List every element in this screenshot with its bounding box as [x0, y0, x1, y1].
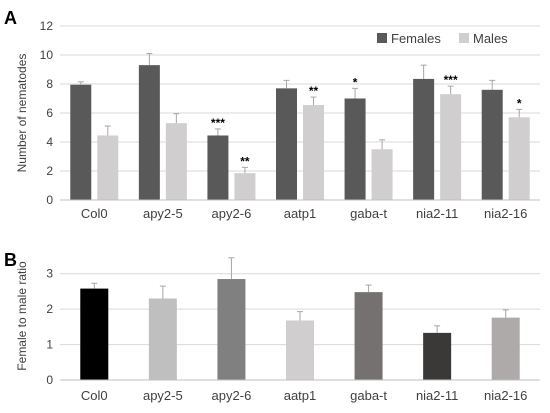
b-x-tick-label: nia2-11 — [416, 388, 458, 403]
a-bar-females — [276, 88, 297, 200]
a-bar-females — [344, 98, 366, 200]
b-bar — [286, 320, 314, 380]
a-y-tick-label: 0 — [46, 193, 53, 207]
b-x-tick-label: aatp1 — [284, 388, 317, 403]
b-y-tick-label: 1 — [46, 338, 53, 352]
a-y-axis-label: Number of nematodes — [15, 54, 29, 173]
a-bar-males — [97, 135, 119, 200]
a-y-tick-label: 8 — [46, 77, 53, 91]
a-x-tick-label: apy2-6 — [212, 206, 252, 221]
b-bar — [354, 292, 383, 380]
a-bar-females — [207, 135, 229, 200]
b-bar — [148, 298, 177, 380]
a-bar-males — [508, 117, 530, 200]
b-x-tick-label: Col0 — [81, 388, 108, 403]
a-bar-females — [138, 65, 160, 201]
b-x-tick-label: gaba-t — [350, 388, 387, 403]
b-bar — [217, 279, 246, 380]
a-x-tick-label: apy2-5 — [143, 206, 183, 221]
b-y-tick-label: 2 — [46, 302, 53, 316]
a-bar-females — [481, 89, 503, 200]
panel-label-b: B — [4, 250, 17, 270]
a-bar-males — [440, 94, 462, 200]
panel-label-a: A — [4, 8, 17, 28]
a-significance-marker: ** — [240, 154, 250, 168]
a-significance-marker: * — [517, 96, 522, 110]
a-bar-males — [303, 105, 324, 200]
a-y-tick-label: 6 — [46, 106, 53, 120]
a-bar-males — [234, 173, 256, 200]
a-legend-swatch-females — [377, 33, 387, 43]
a-legend: Females Males — [377, 31, 508, 46]
a-y-tick-label: 4 — [46, 135, 53, 149]
b-bar — [491, 317, 520, 380]
chart-b-female-male-ratio: 0 1 2 3 Female to male ratio Col0 apy2-5 apy2-6… — [15, 257, 540, 403]
b-x-tick-label: apy2-6 — [212, 388, 252, 403]
b-y-axis-label: Female to male ratio — [15, 261, 29, 371]
a-x-tick-label: nia2-11 — [416, 206, 458, 221]
a-x-tick-label: aatp1 — [284, 206, 317, 221]
a-bar-males — [165, 123, 187, 200]
a-bar-females — [70, 84, 92, 200]
b-bar — [80, 288, 109, 380]
a-bar-males — [371, 149, 393, 200]
a-y-tick-label: 2 — [46, 164, 53, 178]
a-significance-marker: * — [353, 75, 358, 89]
a-bar-females — [413, 78, 435, 200]
a-significance-marker: *** — [211, 116, 225, 130]
b-x-tick-label: apy2-5 — [143, 388, 183, 403]
a-legend-label-females: Females — [391, 31, 441, 46]
b-y-tick-label: 3 — [46, 267, 53, 281]
b-y-tick-label: 0 — [46, 373, 53, 387]
a-x-tick-label: gaba-t — [350, 206, 387, 221]
a-y-tick-label: 12 — [40, 19, 54, 33]
a-legend-label-males: Males — [473, 31, 508, 46]
a-legend-swatch-males — [459, 33, 469, 43]
b-x-tick-label: nia2-16 — [484, 388, 527, 403]
a-significance-marker: *** — [444, 73, 458, 87]
a-x-tick-label: nia2-16 — [484, 206, 527, 221]
a-y-tick-label: 10 — [40, 48, 54, 62]
a-x-tick-label: Col0 — [81, 206, 108, 221]
a-significance-marker: ** — [309, 84, 319, 98]
b-bar — [423, 332, 452, 380]
